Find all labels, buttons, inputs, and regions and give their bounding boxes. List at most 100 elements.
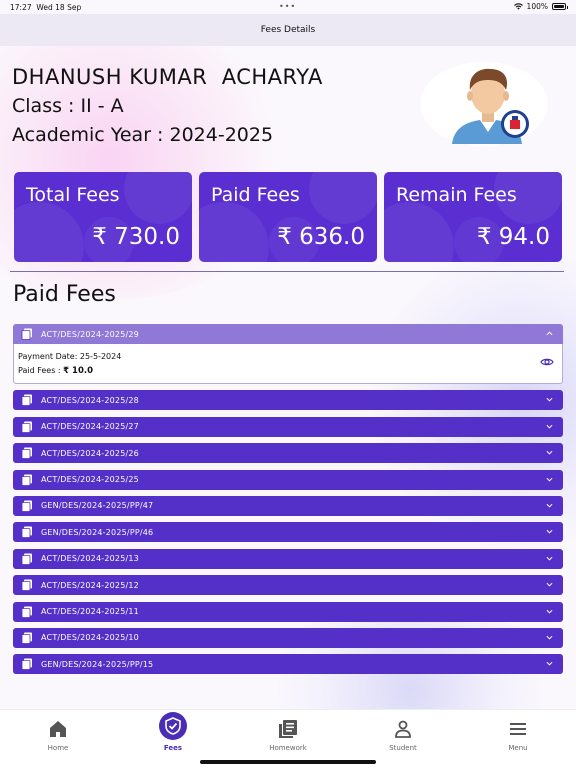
receipt-label: ACT/DES/2024-2025/13 [41,554,139,564]
chevron-down-icon [546,424,553,429]
menu-icon [510,723,526,735]
tab-student[interactable]: Student [363,718,443,752]
receipt-item: ACT/DES/2024-2025/27 [13,416,563,437]
receipt-label: ACT/DES/2024-2025/29 [41,329,139,339]
document-icon [21,553,32,565]
tab-home[interactable]: Home [18,718,98,752]
tab-menu[interactable]: Menu [478,718,558,752]
status-bar: 17:27 Wed 18 Sep ••• 100% [0,0,576,14]
receipt-label: ACT/DES/2024-2025/10 [41,633,139,643]
chevron-down-icon [546,662,553,666]
card-value: ₹ 94.0 [476,224,550,250]
document-icon [21,474,32,486]
tab-label: Fees [163,744,183,752]
eye-icon[interactable] [540,357,554,367]
receipt-header[interactable]: GEN/DES/2024-2025/PP/47 [13,495,563,516]
status-time: 17:27 Wed 18 Sep [10,3,82,12]
chevron-down-icon [546,635,553,640]
wifi-icon [513,3,523,10]
tab-bar: Home Fees Homework Student Menu [0,709,576,768]
document-icon [21,500,32,512]
receipt-item: ACT/DES/2024-2025/13 [13,548,563,569]
card-title: Paid Fees [211,184,300,206]
student-profile: DHANUSH KUMAR ACHARYA Class : II - A Aca… [12,62,323,150]
document-icon [21,394,32,407]
card-title: Remain Fees [396,184,517,206]
chevron-down-icon [546,450,553,455]
receipt-list: ACT/DES/2024-2025/29 Payment Date: 25-5-2… [13,324,563,681]
multitask-dots-icon[interactable]: ••• [279,2,297,11]
chevron-down-icon [546,530,553,534]
receipt-header[interactable]: ACT/DES/2024-2025/10 [13,627,563,648]
divider [10,271,564,272]
receipt-item: GEN/DES/2024-2025/PP/47 [13,495,563,516]
student-class: Class : II - A [12,95,124,117]
receipt-item: ACT/DES/2024-2025/12 [13,575,563,596]
home-indicator [200,760,376,764]
tab-fees[interactable]: Fees [133,712,213,752]
receipt-item: ACT/DES/2024-2025/28 [13,390,563,411]
receipt-header[interactable]: ACT/DES/2024-2025/26 [13,443,563,464]
paid-fees-line: Paid Fees : ₹ 10.0 [18,364,562,378]
receipt-header[interactable]: ACT/DES/2024-2025/29 [13,324,563,344]
card-value: ₹ 730.0 [92,224,180,250]
receipt-item: GEN/DES/2024-2025/PP/46 [13,522,563,543]
receipt-header[interactable]: ACT/DES/2024-2025/25 [13,469,563,490]
academic-year: Academic Year : 2024-2025 [12,124,274,146]
receipt-label: ACT/DES/2024-2025/26 [41,448,139,458]
tab-label: Student [389,744,417,752]
card-title: Total Fees [26,184,120,206]
receipt-detail: Payment Date: 25-5-2024 Paid Fees : ₹ 10.… [13,344,563,384]
receipt-header[interactable]: ACT/DES/2024-2025/28 [13,390,563,411]
receipt-header[interactable]: GEN/DES/2024-2025/PP/46 [13,522,563,543]
total-fees-card: Total Fees ₹ 730.0 [14,172,192,262]
receipt-item: ACT/DES/2024-2025/11 [13,601,563,622]
document-icon [21,421,32,433]
tab-label: Home [47,744,69,752]
receipt-header[interactable]: ACT/DES/2024-2025/12 [13,575,563,596]
nav-bar: Fees Details [0,14,576,46]
receipt-header[interactable]: ACT/DES/2024-2025/27 [13,416,563,437]
receipt-label: GEN/DES/2024-2025/PP/47 [41,501,154,511]
receipt-label: ACT/DES/2024-2025/11 [41,607,139,617]
chevron-down-icon [546,582,553,587]
homework-icon [279,720,297,738]
receipt-label: GEN/DES/2024-2025/PP/46 [41,527,154,537]
section-title: Paid Fees [13,282,116,307]
document-icon [21,579,32,592]
person-icon [395,720,411,738]
receipt-label: ACT/DES/2024-2025/12 [41,580,139,590]
chevron-down-icon [546,609,553,614]
fee-summary-cards: Total Fees ₹ 730.0 Paid Fees ₹ 636.0 Rem… [14,172,562,262]
receipt-item: GEN/DES/2024-2025/PP/15 [13,654,563,675]
receipt-label: ACT/DES/2024-2025/28 [41,395,139,405]
home-icon [50,721,66,737]
tab-label: Menu [508,744,528,752]
student-avatar-icon [452,68,529,144]
chevron-down-icon [546,503,553,508]
receipt-label: GEN/DES/2024-2025/PP/15 [41,659,154,669]
paid-fees-card: Paid Fees ₹ 636.0 [199,172,377,262]
status-right: 100% [513,2,568,11]
receipt-label: ACT/DES/2024-2025/27 [41,422,139,432]
payment-date: Payment Date: 25-5-2024 [18,352,122,361]
document-icon [21,328,32,340]
chevron-down-icon [546,398,553,402]
page-title: Fees Details [260,25,316,35]
remain-fees-card: Remain Fees ₹ 94.0 [384,172,562,262]
chevron-up-icon [546,331,553,336]
receipt-item: ACT/DES/2024-2025/10 [13,627,563,648]
receipt-item: ACT/DES/2024-2025/29 Payment Date: 25-5-2… [13,324,563,384]
receipt-header[interactable]: ACT/DES/2024-2025/11 [13,601,563,622]
receipt-header[interactable]: ACT/DES/2024-2025/13 [13,548,563,569]
student-name: DHANUSH KUMAR ACHARYA [12,65,323,89]
document-icon [21,632,32,644]
avatar [420,62,548,146]
battery-percent: 100% [526,2,548,11]
battery-icon [552,3,568,10]
document-icon [21,658,32,671]
tab-homework[interactable]: Homework [248,718,328,752]
receipt-header[interactable]: GEN/DES/2024-2025/PP/15 [13,654,563,675]
chevron-down-icon [546,477,553,482]
paid-fees-value: ₹ 10.0 [63,366,94,376]
